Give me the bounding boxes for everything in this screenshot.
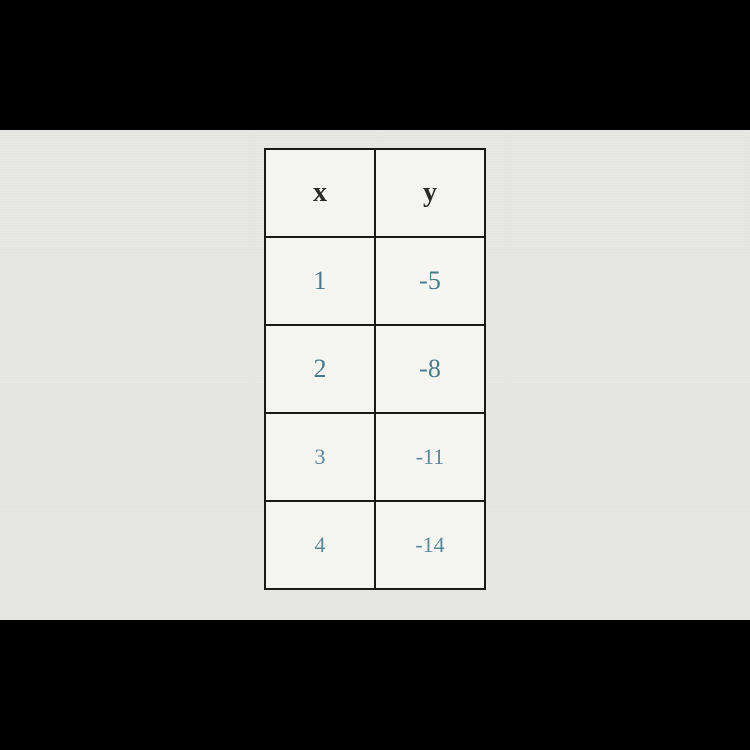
cell-x: 2	[265, 325, 375, 413]
table-row: 4 -14	[265, 501, 485, 589]
table-row: 2 -8	[265, 325, 485, 413]
cell-x: 1	[265, 237, 375, 325]
screen-viewport: x y 1 -5 2 -8 3 -11 4 -14	[0, 130, 750, 620]
column-header-y: y	[375, 149, 485, 237]
column-header-x: x	[265, 149, 375, 237]
cell-y: -5	[375, 237, 485, 325]
table-row: 3 -11	[265, 413, 485, 501]
cell-y: -11	[375, 413, 485, 501]
cell-x: 4	[265, 501, 375, 589]
cell-y: -8	[375, 325, 485, 413]
xy-data-table: x y 1 -5 2 -8 3 -11 4 -14	[264, 148, 486, 590]
table-row: 1 -5	[265, 237, 485, 325]
cell-x: 3	[265, 413, 375, 501]
cell-y: -14	[375, 501, 485, 589]
table-header-row: x y	[265, 149, 485, 237]
